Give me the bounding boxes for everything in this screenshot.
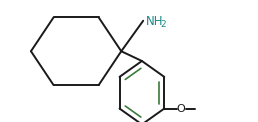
Text: 2: 2 bbox=[160, 20, 166, 29]
Text: O: O bbox=[177, 104, 186, 114]
Text: NH: NH bbox=[146, 15, 164, 28]
